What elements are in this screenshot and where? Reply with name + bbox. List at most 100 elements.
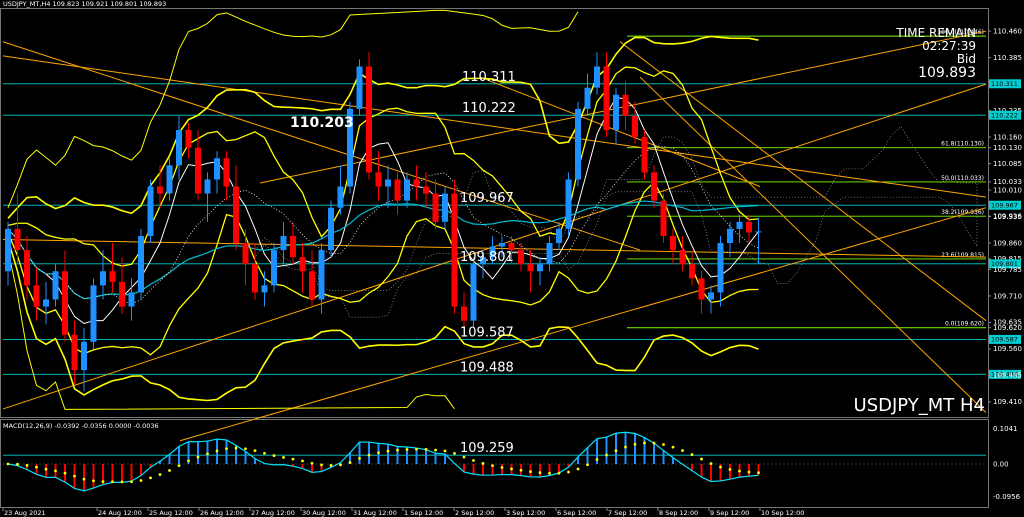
macd-signal-dot (73, 474, 76, 478)
candle-body (518, 250, 524, 265)
horizontal-levels[interactable] (3, 83, 986, 456)
candle-body (290, 235, 296, 258)
time-axis-label: 26 Aug 12:00 (200, 509, 244, 517)
time-axis-label: 9 Sep 12:00 (710, 509, 749, 517)
macd-signal-dot (500, 466, 504, 469)
candle-body (442, 193, 448, 222)
candle-body (356, 66, 363, 109)
candle-body (233, 186, 239, 244)
candle-body (185, 130, 192, 148)
candle-body (546, 243, 553, 265)
price-axis-tick-label: 110.085 (993, 160, 1022, 168)
macd-signal-dot (329, 464, 333, 467)
macd-signal-dot (82, 477, 86, 481)
candle-body (375, 172, 382, 187)
macd-signal-dot (690, 453, 694, 456)
candle-body (689, 264, 695, 279)
price-axis-marker-label: 109.587 (991, 336, 1018, 344)
chart-watermark: USDJPY_MT H4 (854, 395, 985, 416)
candle-body (603, 66, 610, 131)
macd-signal-dot (101, 480, 105, 484)
macd-signal-dot (491, 464, 494, 468)
price-axis-tick-label: 109.710 (993, 292, 1022, 300)
level-label: 110.222 (462, 101, 516, 116)
macd-signal-dot (358, 456, 361, 460)
trendline (619, 41, 987, 322)
candle-body (176, 130, 182, 166)
candle-body (328, 207, 334, 251)
candle-body (366, 66, 372, 173)
macd-signal-dot (111, 480, 114, 484)
macd-signal-dot (225, 447, 228, 451)
macd-signal-dot (54, 469, 57, 473)
candle-body (138, 235, 144, 293)
macd-signal-dot (234, 446, 238, 450)
price-axis-marker (989, 200, 1021, 210)
candle-body (527, 264, 534, 272)
candle-body (622, 94, 629, 116)
price-axis-marker-label: 109.801 (991, 260, 1018, 268)
price-axis-marker-label: 110.222 (991, 112, 1018, 120)
price-axis-tick-label: 109.620 (993, 324, 1022, 332)
candle-body (128, 292, 135, 307)
macd-signal-dot (158, 473, 162, 476)
candle-body (385, 179, 391, 187)
macd-signal-dot (187, 459, 190, 463)
envelope-bands (7, 9, 759, 410)
level-label: 109.587 (460, 325, 514, 340)
candle-body (90, 285, 97, 342)
candle-body (470, 264, 477, 321)
macd-signal-dot (320, 463, 323, 467)
macd-signal-dot (453, 452, 456, 455)
macd-signal-dot (415, 447, 418, 451)
macd-signal-dot (282, 455, 285, 459)
macd-signal-dot (35, 465, 38, 469)
fib-level-label: 0.0(109.620) (945, 321, 984, 328)
trendline (639, 76, 987, 413)
macd-indicator: 0.1041 0.00 -0.0956 (3, 425, 1021, 501)
price-axis-tick-label: 110.385 (993, 54, 1022, 62)
macd-signal-dot (481, 462, 485, 465)
macd-signal-dot (605, 453, 608, 457)
macd-signal-dot (253, 449, 257, 453)
candle-body (508, 243, 515, 251)
price-axis-tick-label: 109.410 (993, 398, 1022, 406)
macd-signal-dot (633, 442, 637, 446)
macd-signal-dot (757, 471, 760, 475)
level-label: 109.488 (460, 360, 514, 375)
price-axis-tick-label: 109.785 (993, 266, 1022, 274)
price-axis-tick-label: 110.160 (993, 133, 1022, 141)
price-axis-tick-label: 109.936 (993, 212, 1022, 220)
time-axis-label: 31 Aug 12:00 (353, 509, 397, 517)
candle-body (394, 179, 401, 201)
candle-body (698, 278, 705, 300)
candle-body (33, 285, 40, 307)
candle-body (556, 228, 562, 244)
time-remain-value: 02:27:39 (922, 39, 976, 53)
price-axis[interactable]: 110.460110.385110.311110.235110.222110.1… (988, 27, 1022, 406)
candle-body (660, 200, 667, 236)
macd-signal-dot (662, 443, 665, 446)
price-axis-tick-label: 110.130 (993, 144, 1022, 152)
candle-body (100, 271, 106, 286)
macd-signal-dot (339, 463, 342, 467)
price-axis-marker-label: 109.967 (991, 202, 1018, 210)
price-axis-tick-label: 109.935 (993, 213, 1022, 221)
macd-signal-dot (263, 451, 266, 455)
fibonacci-retracement[interactable]: 100.0(110.446) 61.8(110.130) 50.0(110.033)… (627, 29, 986, 329)
candle-body (708, 292, 714, 300)
macd-signal-dot (301, 459, 304, 463)
bid-value: 109.893 (918, 65, 976, 81)
macd-signal-dot (643, 441, 646, 445)
macd-axis-label: 0.1041 (993, 425, 1018, 433)
candle-body (204, 179, 211, 194)
macd-axis-label: -0.0956 (993, 493, 1021, 501)
macd-plot-frame (0, 419, 989, 508)
macd-signal-dot (16, 462, 19, 466)
candle-body (242, 243, 249, 265)
macd-signal-dot (434, 448, 437, 452)
candle-body (309, 271, 315, 300)
candle-body (480, 257, 486, 265)
time-axis-label: 2 Sep 12:00 (455, 509, 494, 517)
